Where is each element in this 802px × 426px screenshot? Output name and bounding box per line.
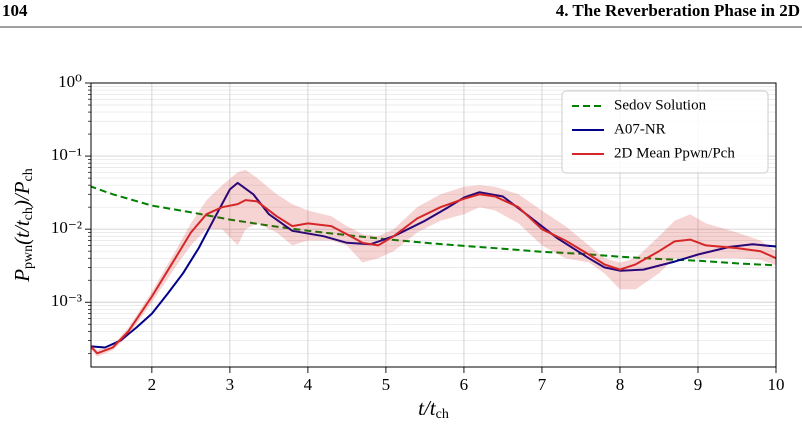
x-tick-label: 4	[304, 375, 313, 394]
legend-label: 2D Mean Ppwn/Pch	[614, 145, 735, 161]
x-axis-label-part: t/t	[418, 396, 437, 420]
series-line	[91, 185, 776, 267]
x-tick-label: 10	[768, 375, 785, 394]
legend-box	[561, 90, 769, 174]
legend-label: Sedov Solution	[614, 97, 707, 113]
plot-frame	[90, 82, 777, 368]
y-axis-label-part: P	[10, 269, 34, 283]
series-line	[91, 181, 776, 349]
plot-area	[91, 169, 776, 357]
page-number: 104	[2, 1, 28, 20]
spread-band	[91, 169, 776, 357]
x-tick-label: 7	[538, 375, 547, 394]
x-tick-label: 8	[616, 375, 625, 394]
y-tick-label: 10⁻³	[51, 291, 82, 310]
series-line	[91, 193, 776, 355]
x-tick-label: 3	[226, 375, 235, 394]
legend-label: A07-NR	[614, 121, 666, 137]
y-axis-label-part: pwn	[21, 245, 36, 269]
x-tick-label: 9	[694, 375, 703, 394]
chapter-title: 4. The Reverberation Phase in 2D	[556, 1, 800, 20]
y-axis-label-part: ch	[21, 207, 36, 220]
y-tick-label: 10⁻²	[51, 218, 82, 237]
y-axis-label: Ppwn(t/tch)/Pch	[10, 168, 36, 283]
x-tick-label: 6	[460, 375, 469, 394]
x-axis-label-part: ch	[436, 407, 449, 422]
y-axis-label-part: ch	[21, 168, 36, 181]
y-tick-label: 10⁰	[58, 72, 82, 91]
x-tick-label: 2	[148, 375, 157, 394]
y-tick-label: 10⁻¹	[51, 145, 82, 164]
y-axis-label-part: (t/t	[10, 219, 34, 245]
y-axis-label-part: )/P	[10, 181, 34, 208]
x-axis-label: t/tch	[418, 396, 449, 422]
x-tick-label: 5	[382, 375, 391, 394]
